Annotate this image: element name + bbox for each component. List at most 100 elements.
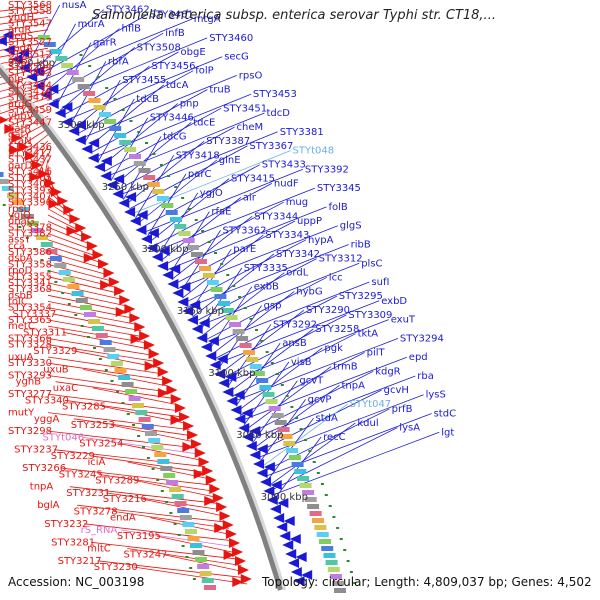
minus-strand-gene-arrow [130, 334, 142, 344]
feature-block [283, 441, 296, 446]
gene-label: STY3247 [124, 550, 168, 561]
feature-block [135, 410, 148, 415]
feature-block [49, 49, 62, 54]
gene-label: cca [8, 241, 25, 252]
plus-strand-gene-arrow [282, 540, 294, 550]
leader-line [47, 344, 158, 363]
feature-block [99, 112, 111, 117]
gene-label: ansB [282, 338, 307, 349]
tick-mark [226, 274, 230, 276]
gene-label: STY3396 [8, 198, 52, 209]
feature-block [274, 420, 287, 425]
gene-label: STY3558 [8, 6, 52, 17]
gene-label: glgS [340, 221, 362, 232]
tick-mark [181, 197, 185, 199]
gene-label: STY3367 [249, 141, 293, 152]
tick-mark [304, 439, 308, 441]
leader-line [206, 281, 370, 346]
minus-strand-gene-arrow [98, 259, 110, 269]
leader-line [67, 56, 223, 121]
feature-block [138, 417, 151, 422]
leader-line [113, 511, 229, 529]
gene-label: gsp [264, 301, 282, 312]
plus-strand-gene-arrow [189, 300, 201, 310]
kbp-tick-label: 3200 kbp [142, 244, 189, 255]
minus-strand-gene-arrow [212, 493, 224, 503]
gene-label: nlp [8, 74, 23, 85]
feature-block [192, 550, 205, 555]
leader-line [47, 362, 167, 381]
leader-line [142, 498, 225, 517]
plus-strand-gene-arrow [167, 279, 179, 289]
gene-label: yghB [16, 377, 42, 388]
leader-line [63, 51, 179, 116]
feature-block [204, 585, 216, 590]
minus-strand-gene-arrow [57, 196, 69, 206]
plus-strand-gene-arrow [61, 102, 73, 112]
feature-block [171, 494, 184, 499]
tick-mark [260, 340, 264, 342]
feature-block [214, 294, 227, 299]
plus-strand-gene-arrow [118, 198, 130, 208]
plus-strand-gene-arrow [74, 120, 86, 130]
minus-strand-gene-arrow [114, 286, 126, 296]
tick-mark [177, 534, 181, 536]
plus-strand-gene-arrow [172, 288, 184, 298]
gene-label: prfB [392, 404, 413, 415]
feature-block [143, 175, 156, 180]
leader-line [270, 427, 398, 491]
gene-label: STY3294 [400, 333, 444, 344]
gene-label: STY3355 [8, 272, 52, 283]
leader-line [47, 239, 99, 258]
leader-line [166, 206, 327, 271]
plus-strand-gene-arrow [113, 174, 125, 184]
leader-line [0, 54, 49, 65]
gene-label: kdul [357, 418, 378, 429]
plus-strand-gene-arrow [283, 516, 295, 526]
tick-mark [214, 252, 217, 254]
leader-line [194, 258, 317, 322]
tick-mark [174, 186, 178, 188]
gene-label: STY3512 [8, 49, 52, 60]
gene-label: STY3216 [103, 494, 147, 505]
plus-strand-gene-arrow [266, 495, 278, 505]
gene-label: kdgR [375, 366, 400, 377]
plus-strand-gene-arrow [269, 504, 281, 514]
plus-strand-gene-arrow [0, 36, 7, 46]
minus-strand-gene-arrow [214, 523, 226, 533]
plus-strand-gene-arrow [186, 315, 198, 325]
leader-line [87, 84, 165, 149]
feature-block [84, 312, 96, 317]
feature-block [31, 228, 44, 233]
gene-label: STY3195 [117, 531, 161, 542]
plus-strand-gene-arrow [162, 270, 174, 280]
gene-label: tolC [8, 296, 28, 307]
tick-mark [137, 435, 141, 437]
minus-strand-gene-arrow [174, 403, 186, 413]
minus-strand-gene-arrow [124, 304, 136, 314]
leader-line [257, 394, 424, 459]
gene-label: folB [329, 202, 348, 213]
feature-block [156, 196, 169, 201]
left-gene-labels: STY3568STY3558yhdHSTY3547argRdegSSTY3527… [8, 0, 168, 573]
leader-line [0, 4, 49, 12]
feature-block [185, 529, 197, 534]
plus-strand-gene-arrow [177, 297, 189, 307]
tick-mark [88, 65, 92, 67]
feature-block [319, 539, 331, 544]
minus-strand-gene-arrow [193, 469, 205, 479]
leader-line [21, 128, 49, 146]
gene-label: gltB [8, 56, 28, 67]
minus-strand-gene-arrow [166, 385, 178, 395]
gene-label: STY3417 [8, 148, 52, 159]
gene-label: argR [8, 25, 31, 36]
leader-line [127, 548, 242, 566]
leader-line [202, 272, 285, 337]
feature-block [166, 480, 179, 485]
gene-label: assT [8, 235, 32, 246]
plus-strand-gene-arrow [146, 243, 158, 253]
feature-block [161, 203, 174, 208]
gene-label: STY3508 [137, 42, 181, 53]
leader-line [47, 288, 128, 307]
minus-strand-gene-arrow [237, 565, 249, 575]
